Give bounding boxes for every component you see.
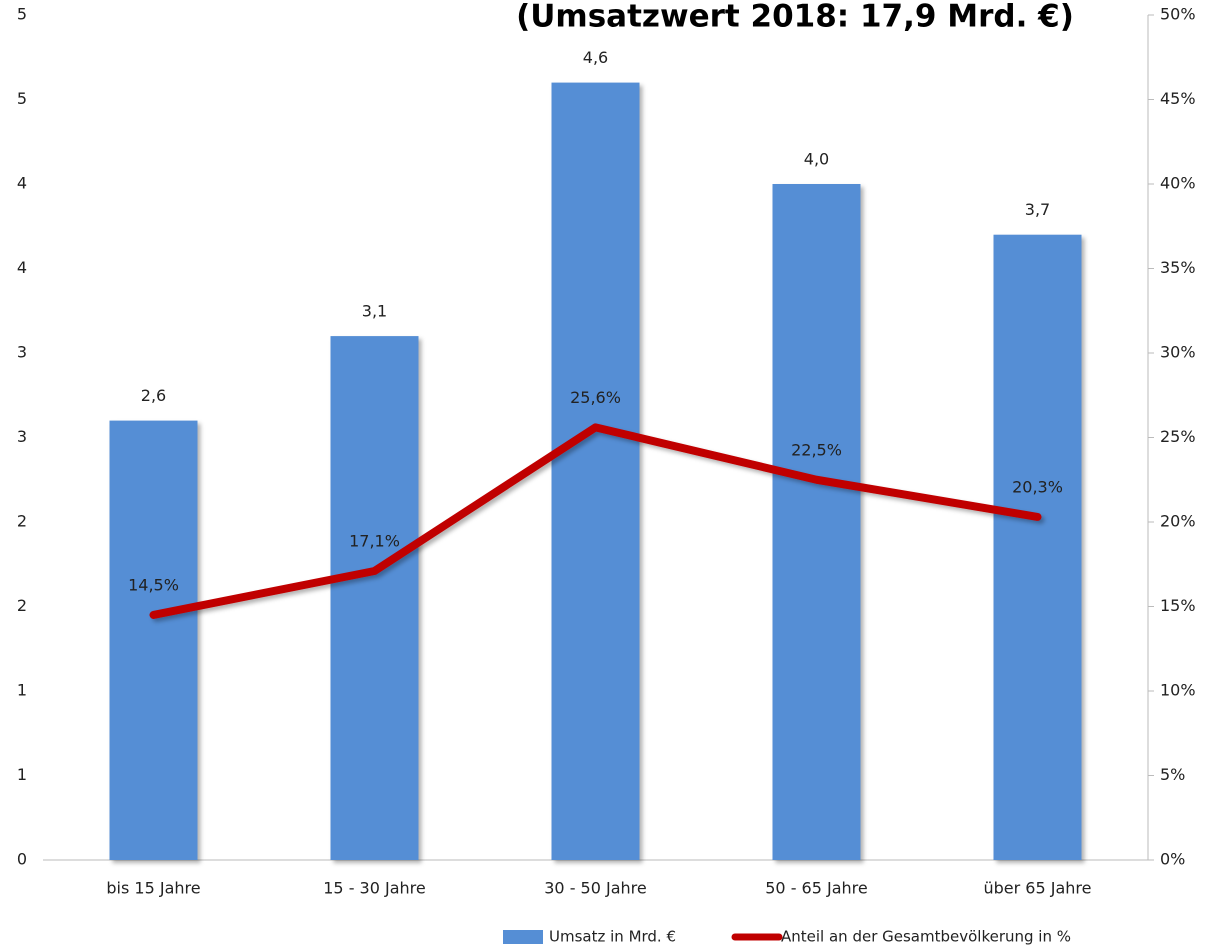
y-tick-label: 4 <box>17 174 27 193</box>
y2-tick-label: 35% <box>1160 258 1196 277</box>
y-tick-label: 2 <box>17 596 27 615</box>
y2-tick-label: 45% <box>1160 89 1196 108</box>
x-tick-label: über 65 Jahre <box>984 879 1092 898</box>
legend-swatch <box>503 930 543 944</box>
bar <box>993 234 1082 860</box>
y-tick-label: 3 <box>17 343 27 362</box>
y2-tick-label: 25% <box>1160 427 1196 446</box>
legend-label: Anteil an der Gesamtbevölkerung in % <box>781 928 1071 946</box>
data-label: 2,6 <box>141 386 166 405</box>
x-tick-label: bis 15 Jahre <box>106 879 200 898</box>
y2-tick-label: 40% <box>1160 174 1196 193</box>
y-tick-label: 2 <box>17 512 27 531</box>
data-label: 3,1 <box>362 302 387 321</box>
y-tick-label: 1 <box>17 681 27 700</box>
y2-tick-label: 30% <box>1160 343 1196 362</box>
legend-label: Umsatz in Mrd. € <box>549 928 676 946</box>
y2-tick-label: 10% <box>1160 681 1196 700</box>
y-tick-label: 5 <box>17 5 27 24</box>
y2-tick-label: 50% <box>1160 5 1196 24</box>
bar <box>772 184 861 860</box>
bar <box>551 82 640 861</box>
y2-tick-label: 15% <box>1160 596 1196 615</box>
data-label: 4,0 <box>804 150 829 169</box>
y-tick-label: 0 <box>17 850 27 869</box>
data-label: 17,1% <box>349 532 400 551</box>
bar <box>330 336 419 861</box>
y-tick-label: 3 <box>17 427 27 446</box>
y-tick-label: 1 <box>17 765 27 784</box>
data-label: 22,5% <box>791 440 842 459</box>
x-tick-label: 50 - 65 Jahre <box>765 879 867 898</box>
bar <box>109 420 198 860</box>
y2-tick-label: 5% <box>1160 765 1185 784</box>
data-label: 20,3% <box>1012 477 1063 496</box>
data-label: 14,5% <box>128 575 179 594</box>
y2-tick-label: 0% <box>1160 850 1185 869</box>
data-label: 3,7 <box>1025 200 1050 219</box>
y-tick-label: 4 <box>17 258 27 277</box>
data-label: 25,6% <box>570 388 621 407</box>
y-tick-label: 5 <box>17 89 27 108</box>
data-label: 4,6 <box>583 48 608 67</box>
chart-title: (Umsatzwert 2018: 17,9 Mrd. €) <box>516 0 1074 35</box>
x-tick-label: 15 - 30 Jahre <box>323 879 425 898</box>
x-tick-label: 30 - 50 Jahre <box>544 879 646 898</box>
y2-tick-label: 20% <box>1160 512 1196 531</box>
line <box>149 423 1042 619</box>
